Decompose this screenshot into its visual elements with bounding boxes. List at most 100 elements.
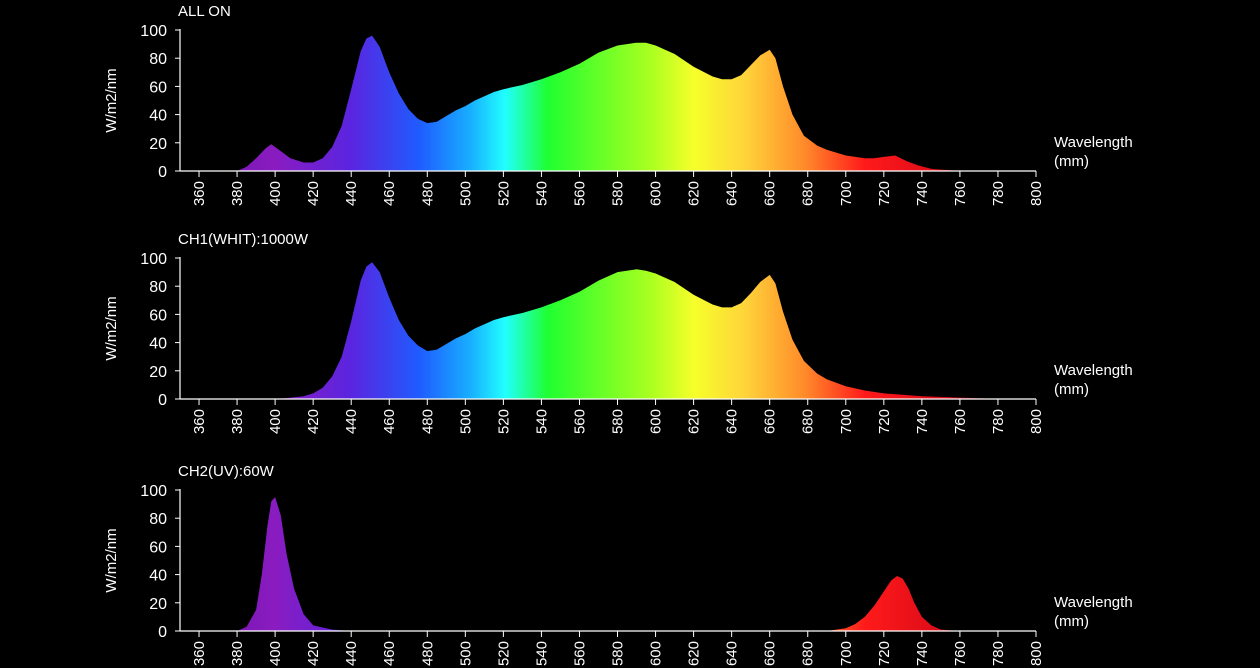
x-axis-label: Wavelength [1054, 362, 1133, 379]
spectrum-chart-3: CH2(UV):60W 0 20 40 60 80 100 360 380 400 420 440 46… [103, 463, 1133, 666]
x-tick-label: 780 [990, 409, 1007, 434]
x-tick-label: 660 [762, 641, 779, 666]
y-axis-label: W/m2/nm [103, 528, 120, 592]
x-tick-label: 580 [610, 641, 627, 666]
y-tick-label: 60 [149, 539, 167, 556]
y-tick-label: 80 [149, 511, 167, 528]
x-tick-label: 600 [648, 181, 665, 206]
x-tick-label: 460 [381, 409, 398, 434]
y-tick-label: 100 [140, 251, 167, 268]
x-tick-label: 700 [838, 181, 855, 206]
x-axis-label: Wavelength [1054, 594, 1133, 611]
x-tick-label: 760 [952, 641, 969, 666]
x-tick-label: 640 [724, 181, 741, 206]
x-tick-label: 720 [876, 409, 893, 434]
chart-title: ALL ON [178, 3, 231, 20]
spectrum-area [237, 35, 1037, 171]
y-tick-label: 20 [149, 364, 167, 381]
x-tick-label: 500 [457, 641, 474, 666]
y-tick-label: 80 [149, 279, 167, 296]
x-tick-label: 400 [267, 181, 284, 206]
y-tick-label: 60 [149, 307, 167, 324]
y-tick-label: 100 [140, 483, 167, 500]
x-tick-label: 560 [572, 641, 589, 666]
x-tick-label: 560 [572, 409, 589, 434]
spectrum-area [237, 497, 960, 631]
x-tick-label: 540 [533, 641, 550, 666]
x-tick-label: 500 [457, 409, 474, 434]
y-tick-label: 0 [158, 392, 167, 409]
x-tick-label: 740 [914, 181, 931, 206]
x-tick-label: 480 [419, 641, 436, 666]
x-tick-label: 740 [914, 409, 931, 434]
x-tick-label: 380 [229, 409, 246, 434]
y-axis-label: W/m2/nm [103, 68, 120, 132]
x-tick-label: 420 [305, 641, 322, 666]
x-tick-label: 600 [648, 409, 665, 434]
y-tick-label: 20 [149, 596, 167, 613]
x-tick-label: 360 [191, 181, 208, 206]
x-axis-label: Wavelength [1054, 134, 1133, 151]
x-axis-unit: (mm) [1054, 153, 1089, 170]
y-tick-label: 0 [158, 624, 167, 641]
x-tick-label: 620 [686, 409, 703, 434]
x-tick-label: 460 [381, 181, 398, 206]
x-tick-label: 380 [229, 181, 246, 206]
y-tick-label: 60 [149, 79, 167, 96]
x-tick-label: 660 [762, 181, 779, 206]
x-tick-label: 620 [686, 181, 703, 206]
chart-title: CH2(UV):60W [178, 463, 275, 480]
x-tick-label: 440 [343, 181, 360, 206]
x-tick-label: 760 [952, 409, 969, 434]
x-axis-unit: (mm) [1054, 381, 1089, 398]
x-tick-label: 600 [648, 641, 665, 666]
x-tick-label: 400 [267, 409, 284, 434]
x-tick-label: 440 [343, 641, 360, 666]
x-tick-label: 400 [267, 641, 284, 666]
x-tick-label: 420 [305, 409, 322, 434]
x-tick-label: 520 [495, 641, 512, 666]
x-tick-label: 560 [572, 181, 589, 206]
x-tick-label: 540 [533, 409, 550, 434]
x-tick-label: 660 [762, 409, 779, 434]
x-tick-label: 480 [419, 181, 436, 206]
x-tick-label: 360 [191, 641, 208, 666]
x-tick-label: 760 [952, 181, 969, 206]
spectrum-area [265, 262, 1018, 399]
x-tick-label: 440 [343, 409, 360, 434]
y-tick-label: 40 [149, 336, 167, 353]
y-tick-label: 20 [149, 136, 167, 153]
y-tick-label: 40 [149, 568, 167, 585]
x-tick-label: 520 [495, 409, 512, 434]
x-tick-label: 680 [800, 409, 817, 434]
x-tick-label: 700 [838, 409, 855, 434]
x-tick-label: 700 [838, 641, 855, 666]
y-tick-label: 80 [149, 51, 167, 68]
x-tick-label: 680 [800, 181, 817, 206]
x-tick-label: 800 [1028, 409, 1045, 434]
x-tick-label: 380 [229, 641, 246, 666]
x-tick-label: 580 [610, 181, 627, 206]
x-tick-label: 780 [990, 641, 1007, 666]
spectrum-chart-2: CH1(WHIT):1000W 0 20 40 60 80 100 360 380 400 420 4… [103, 231, 1133, 434]
x-tick-label: 360 [191, 409, 208, 434]
x-axis-unit: (mm) [1054, 613, 1089, 630]
x-tick-label: 520 [495, 181, 512, 206]
x-tick-label: 680 [800, 641, 817, 666]
y-axis-label: W/m2/nm [103, 296, 120, 360]
x-tick-label: 640 [724, 641, 741, 666]
x-tick-label: 580 [610, 409, 627, 434]
x-tick-label: 620 [686, 641, 703, 666]
x-tick-label: 640 [724, 409, 741, 434]
x-tick-label: 740 [914, 641, 931, 666]
y-tick-label: 100 [140, 23, 167, 40]
spectrum-chart-1: ALL ON 0 20 40 60 80 100 360 380 400 420 440 460 480 5… [103, 3, 1133, 206]
x-tick-label: 720 [876, 181, 893, 206]
x-tick-label: 800 [1028, 641, 1045, 666]
y-tick-label: 0 [158, 164, 167, 181]
x-tick-label: 480 [419, 409, 436, 434]
x-tick-label: 420 [305, 181, 322, 206]
x-tick-label: 780 [990, 181, 1007, 206]
x-tick-label: 460 [381, 641, 398, 666]
